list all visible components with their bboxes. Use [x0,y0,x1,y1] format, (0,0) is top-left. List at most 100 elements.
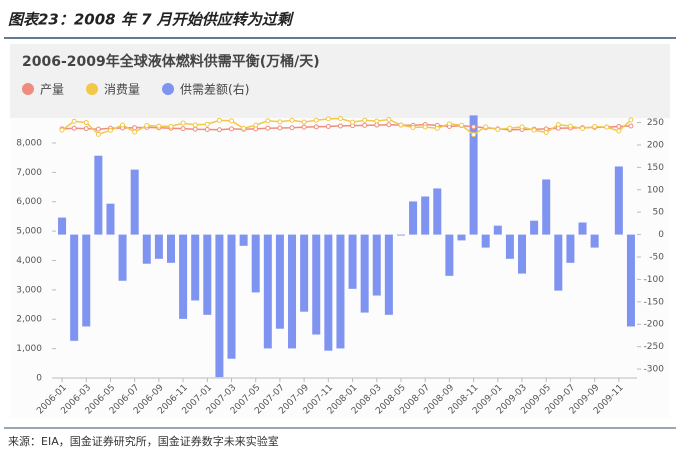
bar [130,169,139,235]
point [180,126,186,132]
point [555,122,561,128]
bar [215,234,224,378]
chart-title: 2006-2009年全球液体燃料供需平衡(万桶/天) [22,53,320,70]
point [192,126,198,132]
y-tick-label: 5,000 [16,227,42,237]
point [204,121,210,127]
point [446,121,452,127]
y-tick-label: 2,000 [16,315,42,325]
point [628,123,634,129]
bar [227,234,236,359]
point [120,122,126,128]
point [277,125,283,131]
bar [626,234,635,327]
point [216,127,222,133]
point [337,115,343,121]
source: 来源：EIA，国金证券研究所，国金证券数字未来实验室 [8,434,279,448]
point [277,119,283,125]
bar [457,234,466,241]
point [616,124,622,130]
point [265,125,271,131]
point [628,117,634,123]
point [434,125,440,131]
bar [166,234,175,263]
point [241,125,247,131]
page-title: 图表23：2008 年 7 月开始供应转为过剩 [8,11,295,29]
point [132,125,138,131]
y-tick-label: 3,000 [16,285,42,295]
y2-tick-label: -50 [649,253,664,263]
point [83,120,89,126]
point [180,120,186,126]
bar [409,201,418,235]
y2-tick-label: 0 [658,230,664,240]
y-tick-label: 4,000 [16,256,42,266]
bar [106,203,115,235]
point [604,124,610,130]
point [59,127,65,133]
point [95,126,101,132]
legend-swatch [162,83,175,95]
y2-tick-label: 250 [647,118,664,128]
point [592,124,598,130]
y2-tick-label: 100 [647,185,664,195]
point [229,126,235,132]
point [289,125,295,131]
bar [142,234,151,264]
bar [288,234,297,349]
point [386,117,392,123]
bar [275,234,284,329]
bar [445,234,454,276]
point [362,117,368,123]
point [543,129,549,135]
bar [118,234,127,281]
point [83,126,89,132]
point [519,124,525,130]
point [95,131,101,137]
y2-tick-label: -300 [644,365,665,375]
point [337,123,343,129]
point [132,129,138,135]
bar [191,234,200,301]
chart-header-bg [10,44,670,118]
y-tick-label: 7,000 [16,168,42,178]
bar [433,188,442,235]
point [398,122,404,128]
point [362,122,368,128]
legend-label: 供需差额(右) [180,82,249,97]
point [204,126,210,132]
y-tick-label: 1,000 [16,344,42,354]
bar [481,234,490,248]
point [471,132,477,138]
bar [263,234,272,349]
bar [348,234,357,289]
y-tick-label: 6,000 [16,197,42,207]
point [156,123,162,129]
point [216,117,222,123]
point [313,117,319,123]
bar [251,234,260,293]
bar [239,234,248,246]
bar [58,217,67,235]
bar [518,234,527,274]
point [313,124,319,130]
bar [614,166,623,235]
point [350,119,356,125]
y2-tick-label: 200 [647,140,664,150]
point [410,125,416,131]
point [567,123,573,129]
bar [336,234,345,349]
point [386,122,392,128]
bar [590,234,599,248]
bar [324,234,333,351]
bar [372,234,381,296]
legend-swatch [22,83,34,95]
point [192,122,198,128]
bar [396,234,405,236]
point [301,119,307,125]
point [422,124,428,130]
bar [154,234,163,259]
bar [360,234,369,313]
point [229,118,235,124]
bar [530,220,539,235]
